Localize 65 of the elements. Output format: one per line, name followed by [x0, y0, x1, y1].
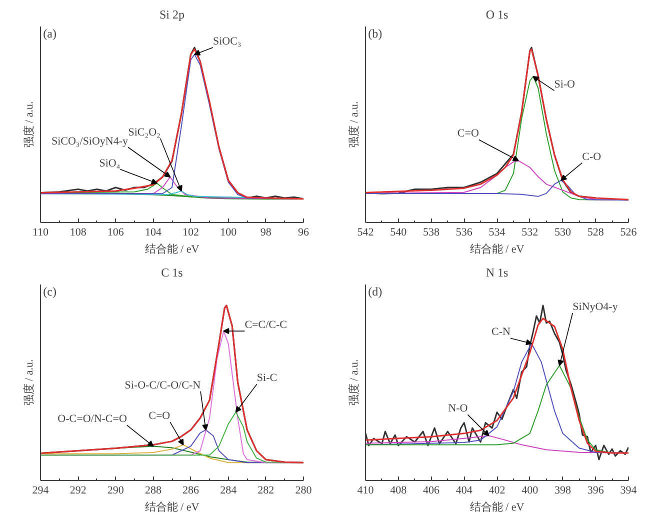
- series-label: SiOC₃: [212, 36, 242, 48]
- text: SiNyO4-y: [572, 301, 618, 314]
- x-tick-label: 406: [423, 484, 440, 496]
- x-tick-label: 286: [182, 484, 200, 496]
- x-tick-label: 280: [295, 484, 312, 496]
- x-axis-title: 结合能 / eV: [144, 500, 200, 514]
- x-tick-label: 402: [488, 484, 506, 496]
- x-tick-label: 536: [456, 226, 473, 238]
- x-tick-label: 410: [357, 484, 374, 496]
- text: C=O: [457, 128, 479, 140]
- chart-title: Si 2p: [159, 8, 185, 22]
- x-tick-label: 104: [144, 226, 162, 238]
- x-tick-label: 540: [390, 226, 408, 238]
- x-tick-label: 284: [220, 484, 238, 496]
- x-tick-label: 282: [258, 484, 274, 496]
- x-tick-label: 394: [620, 484, 638, 496]
- chart-title: N 1s: [486, 266, 508, 280]
- chart-title: C 1s: [161, 266, 184, 280]
- x-tick-label: 400: [522, 484, 539, 496]
- x-tick-label: 534: [488, 226, 506, 238]
- text: Si-C: [256, 372, 278, 384]
- x-tick-label: 290: [107, 484, 124, 496]
- x-tick-label: 404: [456, 484, 473, 496]
- y-axis-title: 强度 / a.u.: [22, 359, 36, 406]
- x-tick-label: 98: [260, 226, 272, 238]
- x-tick-label: 542: [357, 226, 374, 238]
- x-tick-label: 96: [298, 226, 310, 238]
- series-label: C=C/C-C: [244, 319, 287, 332]
- x-axis-title: 结合能 / eV: [144, 242, 200, 256]
- x-tick-label: 528: [587, 226, 604, 238]
- text: Si-O-C/C-O/C-N: [124, 379, 201, 392]
- x-tick-label: 294: [32, 484, 50, 496]
- text: (c): [43, 284, 56, 298]
- text: C-O: [582, 150, 602, 163]
- x-axis-title: 结合能 / eV: [470, 500, 524, 514]
- x-tick-label: 288: [144, 484, 162, 496]
- x-tick-label: 100: [220, 226, 238, 238]
- x-tick-label: 396: [587, 484, 604, 496]
- x-tick-label: 398: [554, 484, 572, 496]
- series-label: C-N: [492, 326, 511, 338]
- x-tick-label: 526: [620, 226, 638, 238]
- series-label: Si-O: [554, 78, 576, 91]
- x-tick-label: 538: [423, 226, 440, 238]
- x-tick-label: 110: [32, 226, 50, 238]
- x-tick-label: 292: [70, 484, 86, 496]
- x-tick-label: 530: [554, 226, 572, 238]
- text: C=O: [148, 410, 170, 422]
- x-tick-label: 532: [522, 226, 538, 238]
- y-axis-title: 强度 / a.u.: [348, 101, 360, 148]
- x-axis-title: 结合能 / eV: [470, 242, 524, 256]
- text: (a): [43, 26, 56, 40]
- text: SiC₂O₂: [128, 126, 161, 138]
- text: SiCO₃/SiOyN4-y: [51, 135, 129, 148]
- text: O-C=O/N-C=O: [58, 413, 127, 426]
- text: (b): [368, 26, 382, 40]
- y-axis-title: 强度 / a.u.: [348, 359, 360, 406]
- text: (d): [368, 284, 382, 298]
- x-tick-label: 108: [70, 226, 87, 238]
- chart-title: O 1s: [486, 8, 508, 22]
- text: SiO₄: [99, 157, 120, 170]
- x-tick-label: 408: [390, 484, 408, 496]
- x-tick-label: 102: [182, 226, 200, 238]
- text: N-O: [448, 402, 468, 415]
- y-axis-title: 强度 / a.u.: [22, 101, 36, 148]
- x-tick-label: 106: [107, 226, 124, 238]
